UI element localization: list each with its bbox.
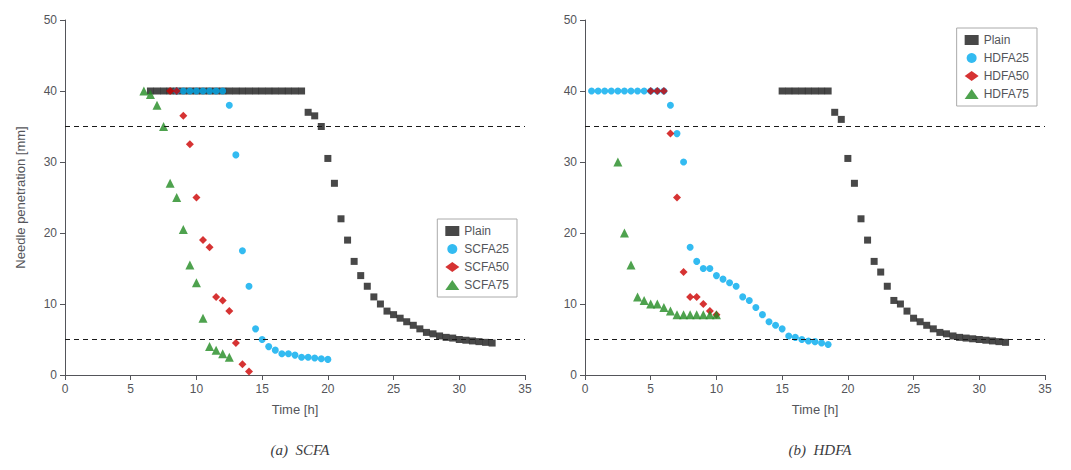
svg-text:25: 25 — [387, 382, 401, 396]
svg-text:HDFA25: HDFA25 — [984, 51, 1030, 65]
svg-text:Time [h]: Time [h] — [792, 402, 838, 417]
svg-text:(a) SCFA: (a) SCFA — [271, 442, 331, 459]
svg-text:Time [h]: Time [h] — [272, 402, 318, 417]
svg-text:20: 20 — [841, 382, 855, 396]
svg-text:0: 0 — [582, 382, 589, 396]
svg-text:30: 30 — [564, 155, 578, 169]
svg-text:35: 35 — [1038, 382, 1052, 396]
svg-text:SCFA25: SCFA25 — [464, 242, 509, 256]
svg-text:20: 20 — [321, 382, 335, 396]
svg-text:HDFA75: HDFA75 — [984, 87, 1030, 101]
svg-text:10: 10 — [190, 382, 204, 396]
svg-text:50: 50 — [44, 13, 58, 27]
svg-text:30: 30 — [453, 382, 467, 396]
svg-text:0: 0 — [570, 368, 577, 382]
svg-text:(b) HDFA: (b) HDFA — [788, 442, 852, 459]
svg-text:30: 30 — [973, 382, 987, 396]
svg-text:30: 30 — [44, 155, 58, 169]
svg-text:10: 10 — [44, 297, 58, 311]
svg-text:Plain: Plain — [464, 224, 491, 238]
svg-text:HDFA50: HDFA50 — [984, 69, 1030, 83]
svg-text:15: 15 — [775, 382, 789, 396]
svg-text:SCFA75: SCFA75 — [464, 278, 509, 292]
svg-text:10: 10 — [564, 297, 578, 311]
svg-text:35: 35 — [518, 382, 532, 396]
svg-text:40: 40 — [564, 84, 578, 98]
svg-text:25: 25 — [907, 382, 921, 396]
svg-text:SCFA50: SCFA50 — [464, 260, 509, 274]
svg-text:Plain: Plain — [984, 33, 1011, 47]
svg-text:20: 20 — [564, 226, 578, 240]
svg-text:0: 0 — [62, 382, 69, 396]
svg-text:20: 20 — [44, 226, 58, 240]
svg-text:5: 5 — [647, 382, 654, 396]
svg-text:10: 10 — [710, 382, 724, 396]
svg-text:Needle penetration [mm]: Needle penetration [mm] — [13, 126, 28, 268]
svg-text:0: 0 — [50, 368, 57, 382]
svg-text:50: 50 — [564, 13, 578, 27]
svg-text:40: 40 — [44, 84, 58, 98]
svg-text:5: 5 — [127, 382, 134, 396]
svg-text:15: 15 — [255, 382, 269, 396]
